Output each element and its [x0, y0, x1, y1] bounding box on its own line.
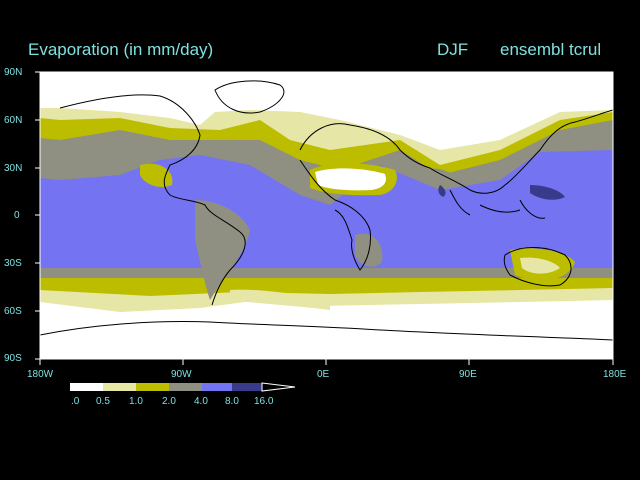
colorbar-box-3: [136, 383, 169, 391]
sahara-low: [315, 168, 386, 191]
colorbar-box-6: [232, 383, 262, 391]
colorbar-box-4: [169, 383, 202, 391]
axis-ticks: [35, 71, 614, 365]
colorbar-arrow: [261, 382, 296, 392]
coastlines: [39, 80, 614, 341]
lon-label-90w: 90W: [171, 369, 192, 380]
australia-light: [520, 257, 560, 274]
lat-label-60s: 60S: [4, 306, 22, 317]
band-south-low: [40, 300, 613, 359]
lon-label-180e: 180E: [603, 369, 627, 380]
lat-label-90n: 90N: [4, 67, 23, 78]
colorbar-label-5: 8.0: [225, 396, 239, 407]
band-north-low: [40, 72, 613, 150]
colorbar-label-6: 16.0: [254, 396, 274, 407]
lon-label-0e: 0E: [317, 369, 330, 380]
colorbar-box-5: [202, 383, 232, 391]
lat-label-0: 0: [14, 210, 20, 221]
colorbar-label-3: 2.0: [162, 396, 176, 407]
colorbar-box-1: [70, 383, 103, 391]
colorbar-label-0: .0: [71, 396, 80, 407]
lon-label-90e: 90E: [459, 369, 477, 380]
lon-label-180w: 180W: [27, 369, 54, 380]
colorbar-label-4: 4.0: [194, 396, 208, 407]
model-label: ensembl tcrul: [500, 40, 602, 59]
lat-label-30n: 30N: [4, 163, 23, 174]
colorbar-label-2: 1.0: [129, 396, 143, 407]
arabia-gray: [420, 168, 455, 185]
west-pacific-high: [530, 185, 565, 200]
colorbar: [70, 382, 296, 392]
south-atlantic-light: [230, 289, 330, 310]
arabian-sea-high: [438, 185, 446, 197]
south-america-gray: [195, 200, 250, 300]
lat-label-30s: 30S: [4, 258, 22, 269]
colorbar-box-2: [103, 383, 136, 391]
map-title: Evaporation (in mm/day): [28, 40, 214, 59]
colorbar-label-1: 0.5: [96, 396, 110, 407]
lat-label-60n: 60N: [4, 115, 23, 126]
season-label: DJF: [437, 40, 469, 59]
lat-label-90s: 90S: [4, 353, 22, 364]
